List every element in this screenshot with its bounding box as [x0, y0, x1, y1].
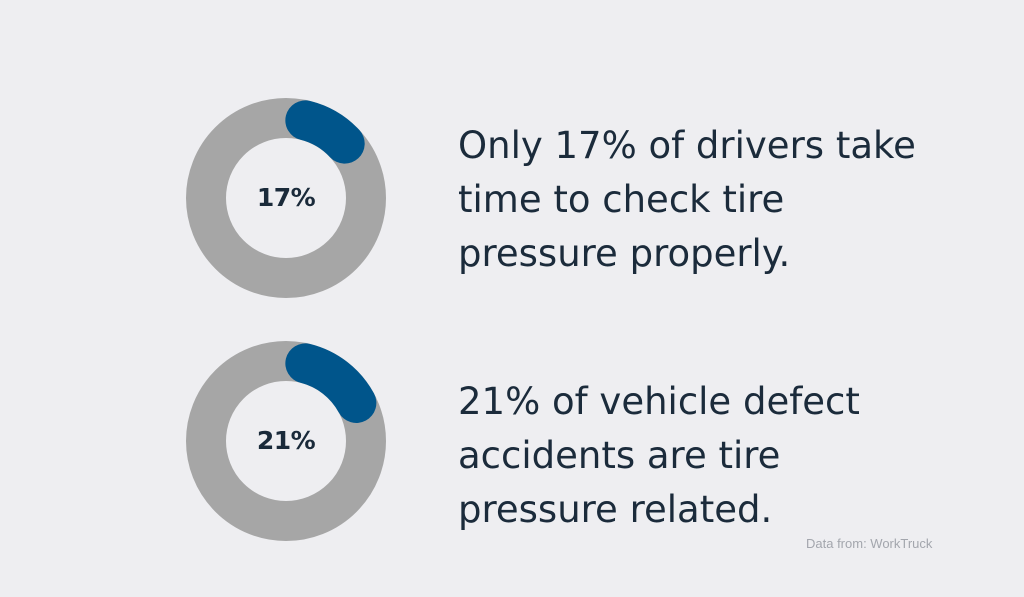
- stat-text-2: 21% of vehicle defect accidents are tire…: [458, 380, 860, 531]
- source-note: Data from: WorkTruck: [806, 536, 933, 551]
- stat-row-2: 21% 21% of vehicle defect accidents are …: [0, 341, 1024, 561]
- donut-svg-1: [186, 98, 386, 298]
- donut-arc-2: [285, 343, 377, 423]
- stat-text-1: Only 17% of drivers take time to check t…: [458, 124, 916, 275]
- donut-value-2: 21%: [256, 426, 316, 455]
- donut-chart-1: 17%: [186, 98, 386, 298]
- donut-value-1: 17%: [256, 183, 316, 212]
- stat-row-1: 17% Only 17% of drivers take time to che…: [0, 98, 1024, 318]
- donut-svg-2: [186, 341, 386, 541]
- donut-arc-1: [285, 100, 365, 164]
- donut-chart-2: 21%: [186, 341, 386, 541]
